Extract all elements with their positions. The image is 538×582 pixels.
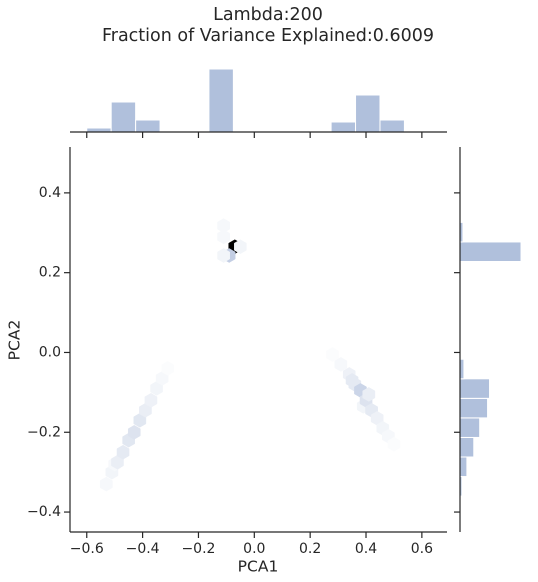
hexbin (234, 239, 247, 254)
x-axis-label: PCA1 (238, 558, 279, 576)
hexbin (334, 357, 348, 372)
x-tick-label: 0.0 (243, 541, 265, 557)
x-tick-label: −0.4 (126, 541, 160, 557)
hist-bar (208, 68, 234, 133)
hexbin (99, 476, 113, 492)
title-line: Lambda:200 (213, 5, 323, 25)
hexbin (161, 361, 175, 376)
hist-bar (459, 456, 468, 478)
hexbin (387, 436, 401, 452)
y-axis-label: PCA2 (6, 320, 24, 361)
y-tick-label: −0.4 (27, 504, 61, 520)
hist-bar (355, 94, 381, 133)
hist-bar (459, 417, 481, 438)
hist-bar (459, 397, 489, 419)
hexbin (144, 393, 158, 408)
y-tick-label: 0.2 (39, 265, 61, 281)
hexbin (217, 229, 230, 245)
hist-bar (135, 119, 161, 133)
y-tick-label: 0.0 (39, 344, 61, 360)
x-tick-label: 0.2 (299, 541, 321, 557)
hexbin (127, 425, 141, 440)
hist-bar (459, 436, 475, 458)
hexbin (326, 347, 339, 362)
hist-bar (459, 378, 491, 399)
y-tick-label: −0.2 (27, 424, 61, 440)
title-line: Fraction of Variance Explained:0.6009 (102, 26, 434, 46)
hexbin (362, 387, 376, 402)
hist-bar (330, 121, 357, 133)
x-tick-label: 0.4 (355, 541, 377, 557)
hexbin (217, 248, 230, 263)
x-tick-label: −0.6 (70, 541, 104, 557)
y-tick-label: 0.4 (39, 185, 61, 201)
hist-bar (379, 119, 405, 133)
hexbin (116, 444, 130, 460)
hist-bar (110, 101, 137, 133)
x-tick-label: −0.2 (181, 541, 215, 557)
x-tick-label: 0.6 (411, 541, 433, 557)
hist-bar (459, 241, 522, 263)
